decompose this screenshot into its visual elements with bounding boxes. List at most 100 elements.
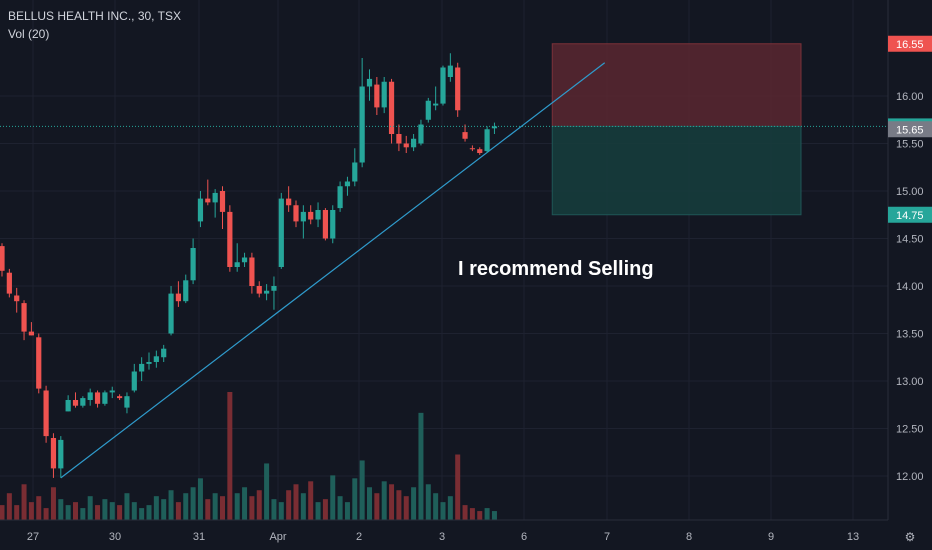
candle bbox=[447, 53, 453, 82]
candle-body bbox=[58, 439, 64, 469]
candle-body bbox=[366, 78, 373, 87]
x-tick-label: 2 bbox=[356, 531, 362, 543]
candle bbox=[161, 344, 167, 362]
candle-body bbox=[183, 280, 189, 302]
candle bbox=[227, 205, 233, 272]
price-tag-label: 16.55 bbox=[896, 39, 924, 51]
candle bbox=[58, 436, 64, 478]
candle bbox=[241, 252, 248, 267]
candle bbox=[124, 392, 130, 414]
volume-bar bbox=[65, 505, 71, 520]
candle-body bbox=[36, 337, 42, 389]
volume-bar bbox=[271, 499, 277, 520]
candle bbox=[50, 433, 57, 478]
volume-bar bbox=[28, 502, 34, 520]
take-profit-zone bbox=[551, 125, 802, 216]
candle-body bbox=[102, 392, 108, 404]
candle bbox=[396, 124, 402, 152]
volume-bar bbox=[300, 493, 306, 520]
candle-body bbox=[425, 100, 431, 120]
candle-body bbox=[396, 134, 402, 144]
candle bbox=[293, 200, 299, 228]
price-tag bbox=[888, 121, 932, 138]
volume-bar bbox=[212, 493, 218, 520]
x-tick-label: 13 bbox=[847, 531, 859, 543]
volume-bar bbox=[293, 484, 299, 520]
volume-bar bbox=[469, 508, 475, 520]
candle-body bbox=[87, 392, 93, 400]
candle bbox=[219, 186, 226, 229]
candle-body bbox=[131, 371, 137, 391]
volume-bar bbox=[197, 478, 203, 520]
candle bbox=[278, 192, 284, 269]
volume-bar bbox=[425, 484, 431, 520]
candle-body bbox=[477, 149, 483, 153]
candle bbox=[190, 238, 196, 285]
candle-body bbox=[241, 257, 248, 263]
candle bbox=[205, 179, 211, 206]
candle-body bbox=[6, 272, 12, 294]
y-tick-label: 13.00 bbox=[896, 376, 924, 388]
candle bbox=[80, 396, 86, 408]
volume-bar bbox=[344, 502, 350, 520]
candle bbox=[0, 243, 5, 277]
candle-body bbox=[94, 392, 101, 404]
candle bbox=[433, 86, 439, 111]
candle bbox=[6, 268, 12, 298]
volume-bar bbox=[73, 502, 78, 520]
candle-body bbox=[322, 210, 328, 239]
candle bbox=[28, 322, 34, 336]
candle-body bbox=[65, 400, 71, 412]
price-tag bbox=[888, 35, 932, 52]
candle-body bbox=[212, 192, 218, 203]
candle bbox=[388, 78, 395, 144]
volume-bar bbox=[109, 502, 115, 520]
x-tick-label: 7 bbox=[604, 531, 610, 543]
candle bbox=[322, 208, 328, 241]
candle bbox=[359, 58, 365, 168]
candle bbox=[109, 386, 115, 399]
volume-bar bbox=[190, 487, 196, 520]
candle-body bbox=[330, 210, 336, 239]
candle bbox=[477, 147, 483, 155]
candle-body bbox=[462, 132, 468, 139]
volume-indicator-label: Vol (20) bbox=[8, 27, 50, 41]
volume-bar bbox=[102, 499, 108, 520]
candle-body bbox=[80, 398, 86, 406]
candle bbox=[330, 205, 336, 244]
volume-bar bbox=[433, 493, 439, 520]
candle bbox=[131, 363, 137, 393]
y-tick-label: 15.50 bbox=[896, 139, 924, 151]
candle-body bbox=[117, 396, 123, 399]
time-axis bbox=[0, 520, 932, 550]
candle bbox=[175, 281, 181, 307]
volume-bar bbox=[256, 490, 262, 520]
volume-bar bbox=[131, 502, 137, 520]
symbol-title: BELLUS HEALTH INC., 30, TSX bbox=[8, 9, 181, 23]
volume-bar bbox=[381, 481, 387, 520]
candle-body bbox=[359, 86, 365, 163]
candle-body bbox=[14, 295, 20, 302]
candle-body bbox=[43, 390, 49, 437]
y-tick-label: 13.50 bbox=[896, 329, 924, 341]
candle-body bbox=[300, 211, 306, 222]
volume-bar bbox=[234, 493, 240, 520]
candle-body bbox=[153, 356, 159, 362]
trendline bbox=[60, 62, 606, 479]
candle-body bbox=[219, 191, 226, 212]
candle-body bbox=[175, 293, 181, 302]
candle bbox=[374, 77, 380, 115]
candle-body bbox=[293, 205, 299, 222]
volume-bar bbox=[146, 505, 152, 520]
volume-bar bbox=[403, 496, 409, 520]
candle bbox=[411, 134, 417, 152]
volume-bar bbox=[484, 508, 490, 520]
candle-body bbox=[227, 211, 233, 267]
candle bbox=[249, 252, 255, 294]
candle-body bbox=[308, 211, 314, 220]
candle-body bbox=[447, 65, 453, 77]
candle bbox=[308, 205, 314, 225]
y-tick-label: 16.00 bbox=[896, 91, 924, 103]
gear-icon[interactable]: ⚙ bbox=[905, 530, 916, 544]
